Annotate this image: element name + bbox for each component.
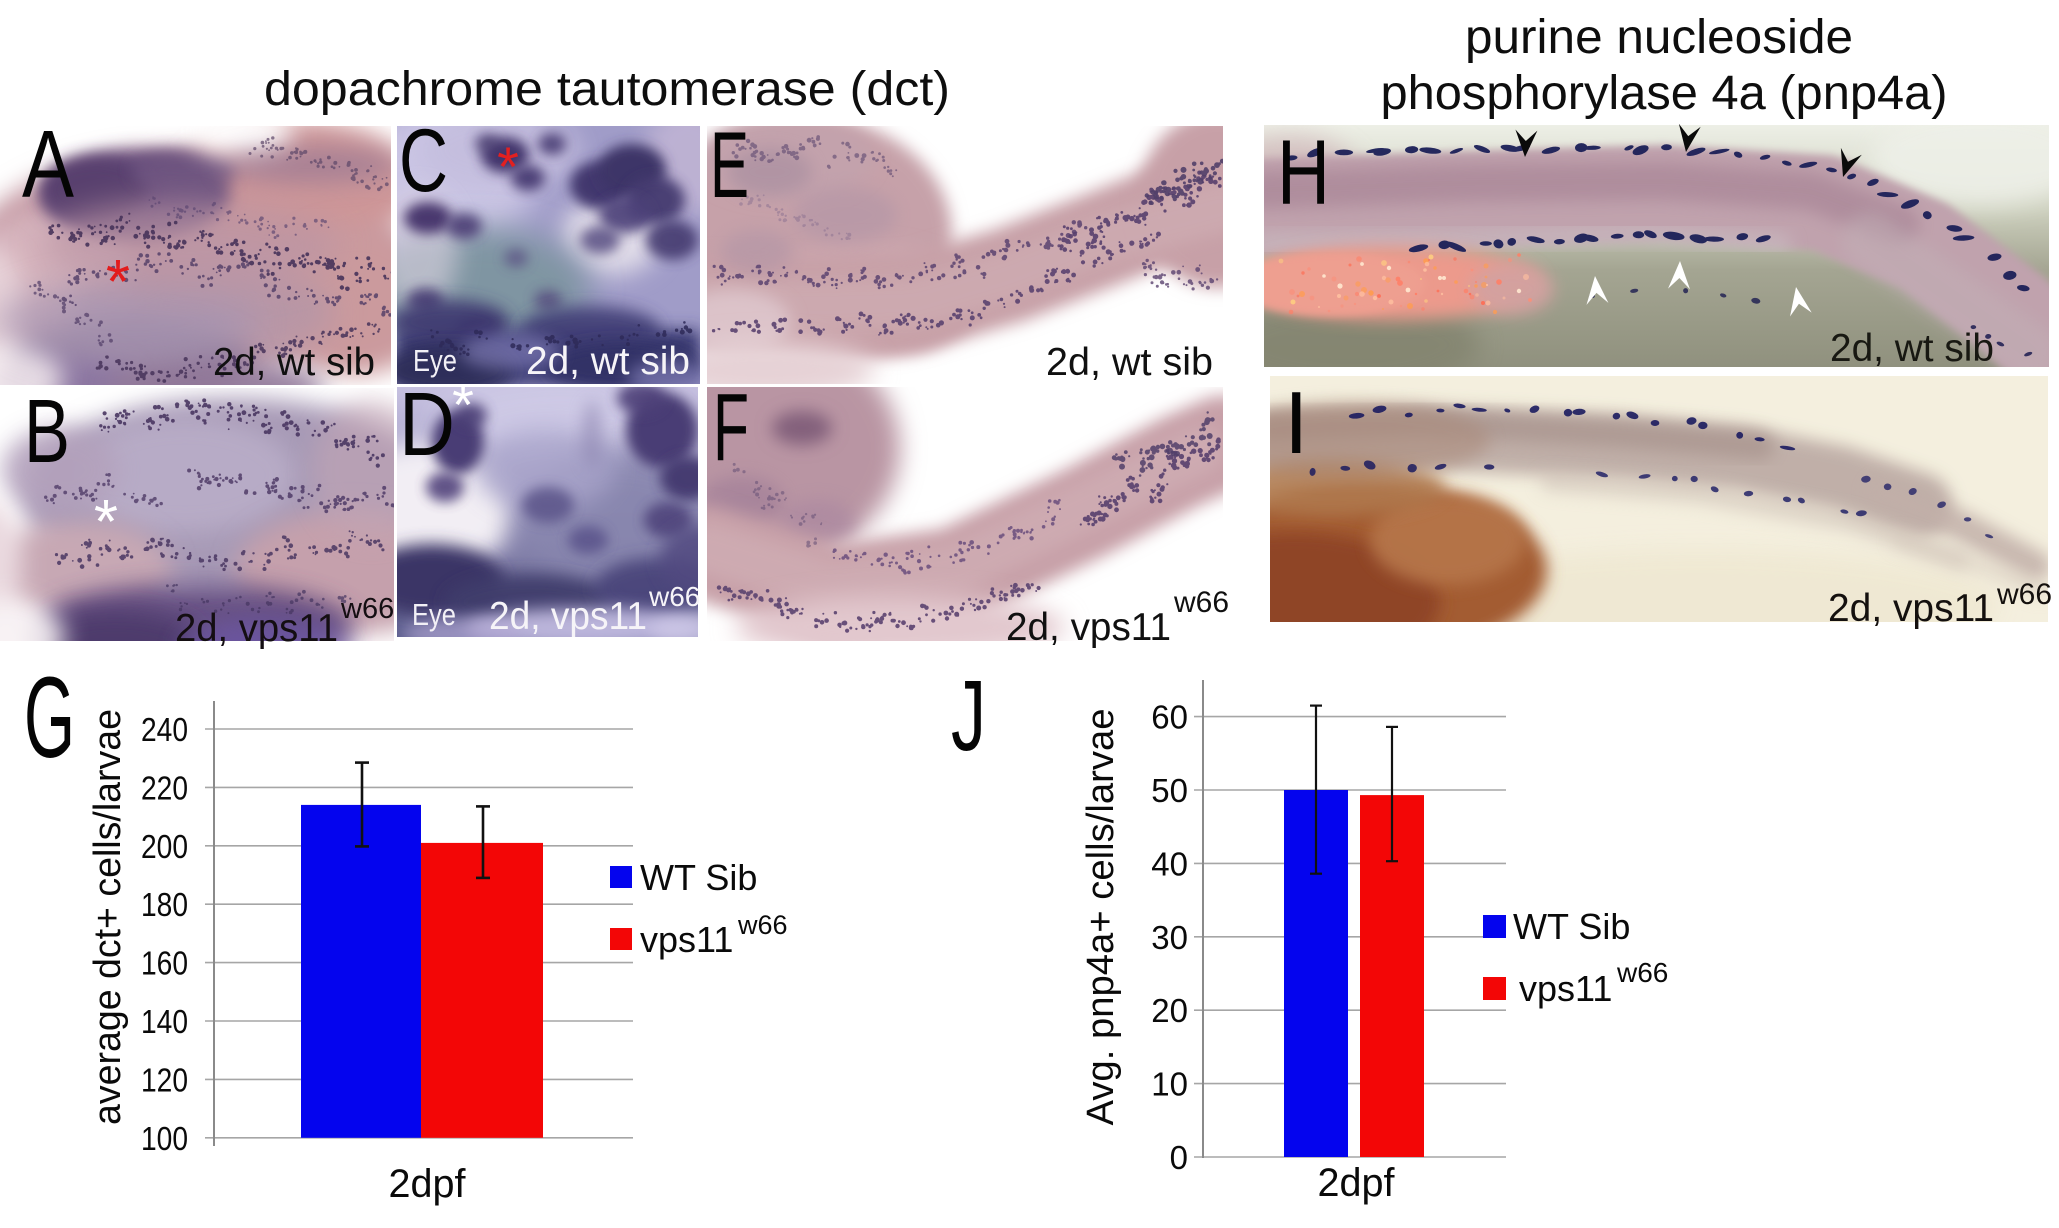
svg-text:WT Sib: WT Sib	[640, 857, 757, 898]
svg-text:A: A	[22, 111, 74, 218]
svg-text:*: *	[497, 135, 519, 198]
svg-text:w66: w66	[1173, 586, 1229, 619]
svg-text:140: 140	[141, 1003, 188, 1040]
svg-text:180: 180	[141, 886, 188, 923]
svg-text:240: 240	[141, 711, 188, 748]
svg-text:dopachrome tautomerase (dct): dopachrome tautomerase (dct)	[264, 63, 950, 116]
svg-text:H: H	[1277, 122, 1330, 224]
svg-text:w66: w66	[1616, 957, 1668, 988]
svg-text:2d, vps11: 2d, vps11	[489, 595, 647, 638]
svg-text:vps11: vps11	[1519, 968, 1612, 1009]
svg-text:I: I	[1284, 373, 1308, 472]
svg-text:w66: w66	[648, 581, 700, 612]
svg-text:2d, vps11: 2d, vps11	[175, 607, 338, 650]
svg-text:2d, wt sib: 2d, wt sib	[1830, 327, 1994, 370]
svg-text:F: F	[713, 374, 749, 481]
svg-text:B: B	[24, 382, 70, 482]
svg-text:G: G	[24, 654, 75, 782]
svg-text:50: 50	[1151, 772, 1188, 809]
svg-text:2d, wt sib: 2d, wt sib	[526, 340, 690, 383]
svg-text:220: 220	[141, 769, 188, 806]
svg-text:Eye: Eye	[412, 597, 456, 632]
svg-text:2d, vps11: 2d, vps11	[1006, 606, 1171, 649]
svg-text:2dpf: 2dpf	[1318, 1161, 1396, 1205]
svg-text:Eye: Eye	[413, 343, 457, 378]
svg-text:200: 200	[141, 828, 188, 865]
svg-text:average dct+ cells/larvae: average dct+ cells/larvae	[87, 709, 129, 1125]
svg-text:0: 0	[1170, 1139, 1188, 1176]
svg-text:*: *	[106, 248, 130, 317]
svg-text:E: E	[710, 112, 749, 217]
svg-text:purine nucleoside: purine nucleoside	[1465, 11, 1853, 64]
svg-text:w66: w66	[737, 910, 788, 940]
svg-text:2d, wt sib: 2d, wt sib	[1046, 341, 1213, 384]
svg-text:160: 160	[141, 945, 188, 982]
svg-text:vps11: vps11	[640, 919, 733, 960]
svg-text:w66: w66	[340, 593, 394, 625]
svg-text:2d, vps11: 2d, vps11	[1828, 587, 1994, 630]
svg-text:D: D	[399, 375, 455, 475]
svg-text:40: 40	[1151, 845, 1188, 882]
svg-text:100: 100	[141, 1120, 188, 1157]
svg-text:phosphorylase 4a (pnp4a): phosphorylase 4a (pnp4a)	[1381, 67, 1948, 120]
svg-text:30: 30	[1151, 919, 1188, 956]
svg-text:WT Sib: WT Sib	[1513, 906, 1630, 947]
svg-text:2d, wt sib: 2d, wt sib	[213, 341, 375, 384]
svg-text:J: J	[951, 660, 986, 772]
svg-text:*: *	[452, 373, 474, 436]
svg-text:10: 10	[1151, 1066, 1188, 1103]
svg-text:Avg. pnp4a+ cells/larvae: Avg. pnp4a+ cells/larvae	[1080, 709, 1122, 1126]
svg-text:*: *	[94, 488, 118, 557]
svg-text:120: 120	[141, 1061, 188, 1098]
svg-text:C: C	[399, 110, 448, 210]
svg-text:60: 60	[1151, 699, 1188, 736]
svg-text:w66: w66	[1996, 578, 2052, 611]
svg-text:20: 20	[1151, 992, 1188, 1029]
svg-text:2dpf: 2dpf	[389, 1162, 467, 1206]
